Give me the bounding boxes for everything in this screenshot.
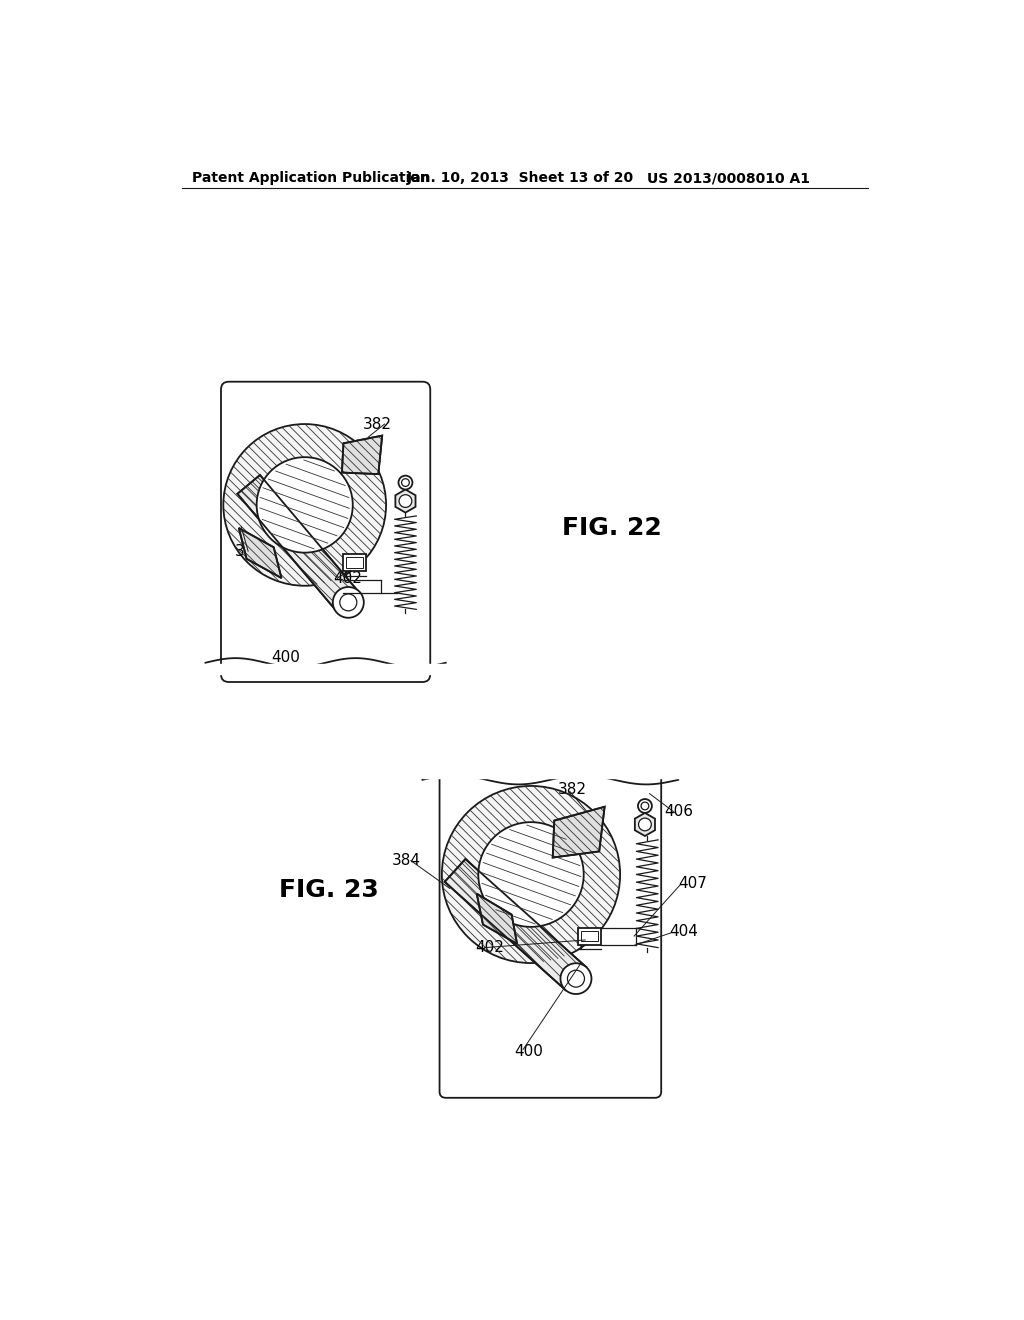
Circle shape	[638, 799, 652, 813]
Polygon shape	[238, 475, 359, 611]
Text: FIG. 22: FIG. 22	[562, 516, 662, 540]
Text: US 2013/0008010 A1: US 2013/0008010 A1	[647, 172, 810, 185]
Text: 384: 384	[391, 853, 421, 869]
Bar	[343, 554, 366, 572]
Polygon shape	[395, 490, 416, 512]
Text: 402: 402	[475, 940, 504, 956]
Circle shape	[399, 495, 412, 507]
Circle shape	[478, 822, 584, 927]
Text: 406: 406	[665, 804, 693, 818]
Text: 382: 382	[558, 783, 587, 797]
Text: 384: 384	[234, 544, 264, 558]
Bar	[578, 928, 601, 945]
Text: FIG. 23: FIG. 23	[280, 878, 379, 902]
Polygon shape	[477, 894, 517, 944]
Bar	[346, 557, 362, 568]
Polygon shape	[553, 807, 604, 858]
Polygon shape	[342, 436, 382, 474]
FancyBboxPatch shape	[221, 381, 430, 682]
Text: 400: 400	[514, 1044, 543, 1059]
Text: 400: 400	[271, 649, 300, 665]
Text: 382: 382	[362, 417, 392, 432]
FancyBboxPatch shape	[439, 762, 662, 1098]
Polygon shape	[239, 528, 282, 578]
Bar	[581, 931, 598, 941]
Polygon shape	[635, 813, 655, 836]
Text: 404: 404	[669, 924, 697, 939]
Text: Patent Application Publication: Patent Application Publication	[191, 172, 429, 185]
Circle shape	[398, 475, 413, 490]
Text: Jan. 10, 2013  Sheet 13 of 20: Jan. 10, 2013 Sheet 13 of 20	[407, 172, 634, 185]
Circle shape	[257, 457, 352, 553]
Circle shape	[442, 785, 621, 964]
Polygon shape	[444, 859, 587, 990]
Circle shape	[333, 587, 364, 618]
Text: 407: 407	[678, 876, 708, 891]
Circle shape	[560, 964, 592, 994]
Text: 402: 402	[334, 570, 362, 586]
Circle shape	[223, 424, 386, 586]
Circle shape	[639, 818, 651, 830]
